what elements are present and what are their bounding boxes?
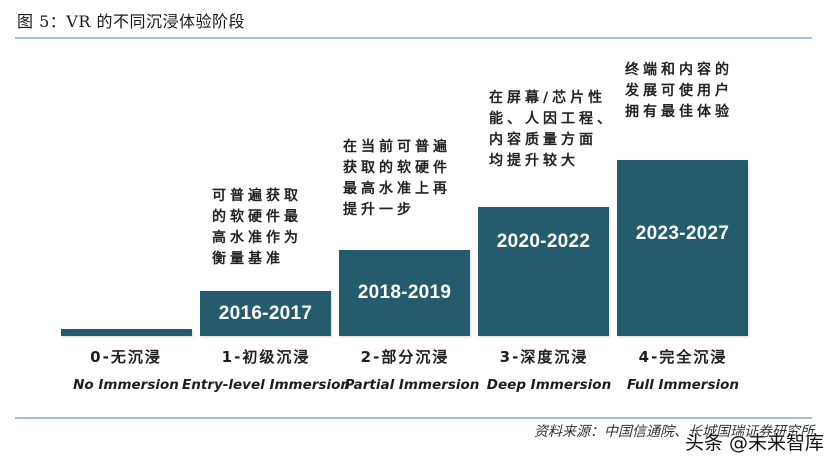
top-divider xyxy=(15,37,812,39)
stage-2-label-en: Partial Immersion xyxy=(344,377,480,393)
stage-1-label-cn: 1-初级沉浸 xyxy=(221,348,311,366)
stage-0-label-cn: 0-无沉浸 xyxy=(90,348,162,366)
stage-0-bar xyxy=(61,329,192,336)
source-note: 资料来源：中国信通院、长城国瑞证券研究所 xyxy=(534,424,814,440)
stage-4-description: 终端和内容的 发展可使用户 拥有最佳体验 xyxy=(625,62,733,120)
stage-2-description: 在当前可普遍 获取的软硬件 最高水准上再 提升一步 xyxy=(343,139,451,218)
stage-3-description: 在屏幕/芯片性 能、人因工程、 内容质量方面 均提升较大 xyxy=(489,90,615,169)
stage-0-label-en: No Immersion xyxy=(73,377,179,393)
stage-3-bar: 2020-2022 xyxy=(478,207,609,336)
stage-2-label-cn: 2-部分沉浸 xyxy=(360,348,450,366)
stage-3-period: 2020-2022 xyxy=(496,230,591,252)
stage-4-label-cn: 4-完全沉浸 xyxy=(638,348,728,366)
stage-4-bar: 2023-2027 xyxy=(617,160,748,336)
stage-2-bar: 2018-2019 xyxy=(339,250,470,336)
stage-1-bar: 2016-2017 xyxy=(200,291,331,336)
stage-1-description: 可普遍获取 的软硬件最 高水准作为 衡量基准 xyxy=(212,188,302,267)
stage-1-period: 2016-2017 xyxy=(218,302,313,324)
stage-1-label-en: Entry-level Immersion xyxy=(182,377,350,393)
figure-title: 图 5：VR 的不同沉浸体验阶段 xyxy=(17,12,245,31)
stage-4-label-en: Full Immersion xyxy=(626,377,739,393)
stage-3-label-cn: 3-深度沉浸 xyxy=(499,348,589,366)
watermark: 头条 @未来智库 xyxy=(684,432,824,454)
stage-4-period: 2023-2027 xyxy=(635,223,730,244)
bottom-divider xyxy=(15,417,812,419)
stage-2-period: 2018-2019 xyxy=(357,282,452,303)
stage-3-label-en: Deep Immersion xyxy=(486,377,612,393)
